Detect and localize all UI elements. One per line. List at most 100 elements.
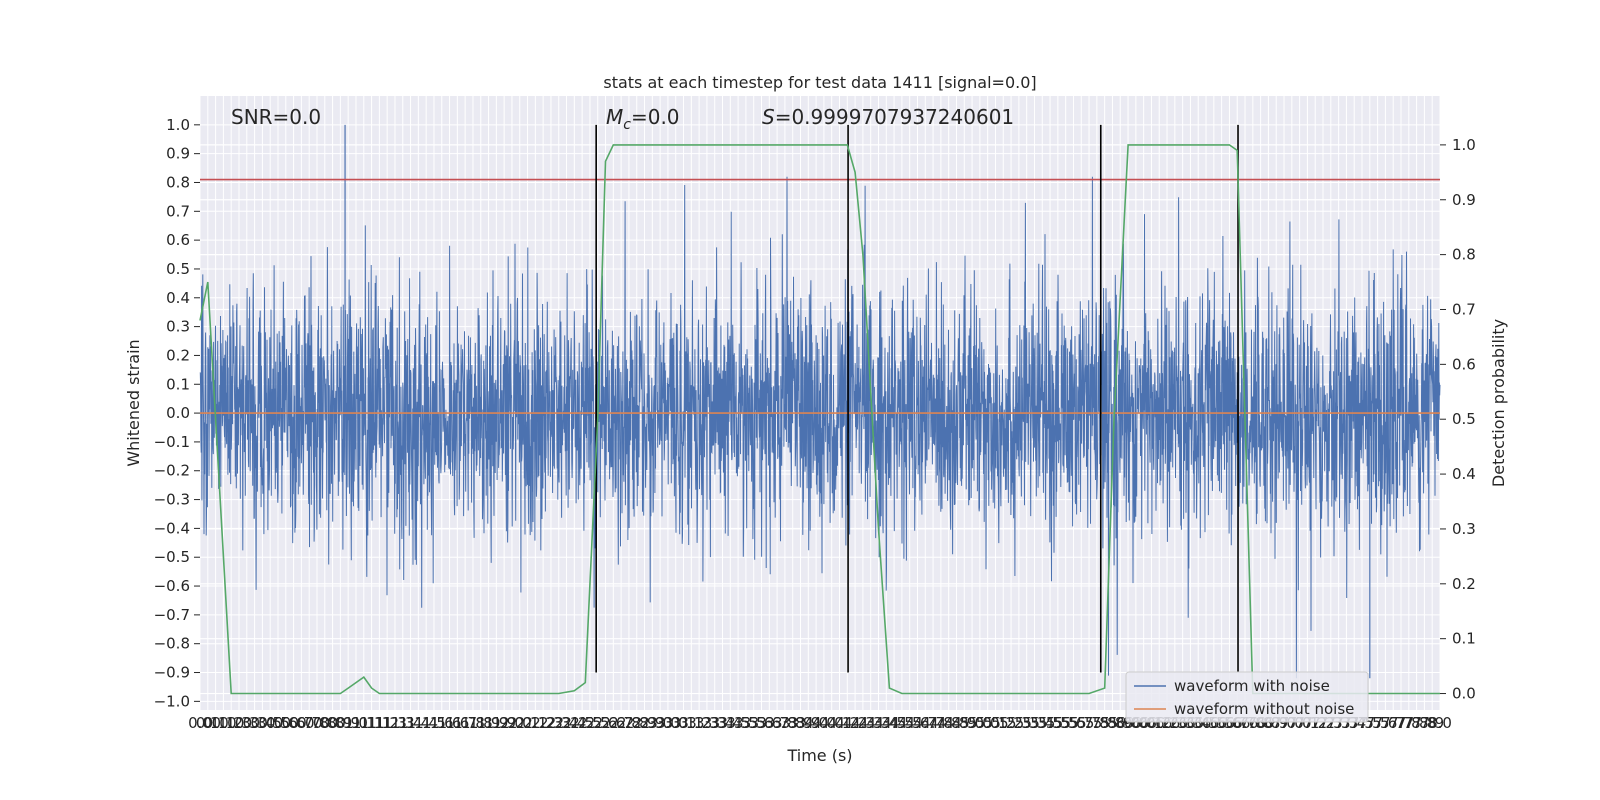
chirp-mass-symbol: M <box>606 105 623 129</box>
x-tick-label: 1.8 <box>469 714 493 732</box>
x-tick-label: 3.8 <box>781 714 805 732</box>
x-tick-label: 3.0 <box>664 714 688 732</box>
right-y-axis: 1.0 0.9 0.8 0.7 0.6 0.5 0.4 0.3 0.2 0.1 0.0 <box>1440 136 1476 703</box>
x-tick-label: 7.8 <box>1397 714 1421 732</box>
x-tick-label: 7.7 <box>1381 714 1405 732</box>
y-tick-label: 0.4 <box>166 289 190 307</box>
y-tick-label: 0.0 <box>166 404 190 422</box>
y-tick-label: 0.7 <box>166 202 190 220</box>
right-y-tick-label: 0.9 <box>1452 191 1476 209</box>
y-tick-label: −0.3 <box>154 491 190 509</box>
chirp-mass-value: =0.0 <box>631 105 680 129</box>
x-tick-label: 0.0 <box>188 714 212 732</box>
x-tick-label: 5.7 <box>1069 714 1093 732</box>
y-tick-label: −0.9 <box>154 664 190 682</box>
x-tick-label: 2.5 <box>586 714 610 732</box>
x-tick-label: 1.6 <box>430 714 454 732</box>
x-tick-label: 1.5 <box>422 714 446 732</box>
y-tick-label: 0.5 <box>166 260 190 278</box>
y-tick-label: −1.0 <box>154 692 190 710</box>
x-tick-label: 4.1 <box>828 714 852 732</box>
x-tick-label: 5.5 <box>1038 714 1062 732</box>
x-tick-label: 3.3 <box>695 714 719 732</box>
x-tick-label: 1.4 <box>399 714 423 732</box>
x-tick-label: 2.3 <box>547 714 571 732</box>
x-tick-label: 8.0 <box>1428 714 1452 732</box>
right-y-tick-label: 0.3 <box>1452 520 1476 538</box>
x-tick-label: 4.5 <box>890 714 914 732</box>
x-tick-label: 1.3 <box>383 714 407 732</box>
x-tick-label: 0.7 <box>289 714 313 732</box>
x-tick-label: 2.4 <box>555 714 579 732</box>
x-tick-label: 3.3 <box>703 714 727 732</box>
chirp-mass-subscript: c <box>623 117 631 133</box>
x-tick-label: 2.6 <box>601 714 625 732</box>
x-tick-label: 2.4 <box>562 714 586 732</box>
right-y-tick-label: 0.8 <box>1452 246 1476 264</box>
x-tick-label: 1.2 <box>375 714 399 732</box>
x-tick-label: 5.8 <box>1101 714 1125 732</box>
y-tick-label: −0.5 <box>154 548 190 566</box>
x-tick-label: 0.9 <box>336 714 360 732</box>
x-tick-label: 0.4 <box>250 714 274 732</box>
x-tick-label: 4.0 <box>804 714 828 732</box>
y-tick-label: 0.8 <box>166 173 190 191</box>
x-tick-label: 1.3 <box>391 714 415 732</box>
x-tick-label: 3.4 <box>718 714 742 732</box>
y-tick-label: 0.2 <box>166 346 190 364</box>
x-tick-label: 0.6 <box>282 714 306 732</box>
x-tick-label: 2.1 <box>516 714 540 732</box>
x-tick-label: 0.8 <box>321 714 345 732</box>
x-tick-label: 1.9 <box>492 714 516 732</box>
x-tick-label: 4.2 <box>843 714 867 732</box>
x-tick-label: 3.1 <box>672 714 696 732</box>
x-tick-label: 2.9 <box>633 714 657 732</box>
x-tick-label: 5.4 <box>1030 714 1054 732</box>
x-tick-label: 5.2 <box>991 714 1015 732</box>
x-tick-label: 5.3 <box>1007 714 1031 732</box>
x-tick-label: 0.8 <box>305 714 329 732</box>
x-tick-label: 5.3 <box>1015 714 1039 732</box>
x-tick-label: 0.3 <box>243 714 267 732</box>
x-tick-label: 0.8 <box>313 714 337 732</box>
x-tick-label: 3.5 <box>734 714 758 732</box>
x-tick-label: 2.8 <box>617 714 641 732</box>
x-tick-label: 2.5 <box>570 714 594 732</box>
x-tick-label: 3.9 <box>789 714 813 732</box>
detection-boundaries <box>595 124 1239 673</box>
x-tick-label: 1.9 <box>477 714 501 732</box>
x-tick-label: 1.1 <box>367 714 391 732</box>
legend-label-waveform-without-noise: waveform without noise <box>1174 700 1354 718</box>
right-y-tick-label: 0.1 <box>1452 630 1476 648</box>
y-tick-label: −0.6 <box>154 577 190 595</box>
legend-label-waveform-with-noise: waveform with noise <box>1174 677 1330 695</box>
x-tick-label: 5.7 <box>1077 714 1101 732</box>
x-tick-label: 3.2 <box>687 714 711 732</box>
left-y-axis: 1.0 0.9 0.8 0.7 0.6 0.5 0.4 0.3 0.2 0.1 0.0 −0.1 −0.… <box>154 116 200 710</box>
x-tick-label: 7.7 <box>1389 714 1413 732</box>
x-tick-label: 2.0 <box>508 714 532 732</box>
series-waveform-with-noise <box>199 124 1441 679</box>
x-tick-label: 2.3 <box>539 714 563 732</box>
x-tick-label: 4.3 <box>859 714 883 732</box>
x-axis-label: Time (s) <box>786 746 852 765</box>
x-tick-label: 2.8 <box>625 714 649 732</box>
right-y-tick-label: 0.4 <box>1452 465 1476 483</box>
x-tick-label: 5.6 <box>1062 714 1086 732</box>
right-y-tick-label: 0.5 <box>1452 410 1476 428</box>
y-tick-label: 0.3 <box>166 318 190 336</box>
y-tick-label: −0.7 <box>154 606 190 624</box>
x-tick-label: 4.6 <box>906 714 930 732</box>
x-tick-label: 5.3 <box>1023 714 1047 732</box>
detection-statistic-annotation: S=0.9999707937240601 <box>762 105 1014 129</box>
statistic-value: =0.9999707937240601 <box>775 105 1014 129</box>
x-tick-label: 1.8 <box>461 714 485 732</box>
x-tick-label: 4.3 <box>867 714 891 732</box>
x-tick-label: 1.9 <box>484 714 508 732</box>
x-tick-label: 0.1 <box>204 714 228 732</box>
y-axis-label: Whitened strain <box>124 339 143 466</box>
chart-title: stats at each timestep for test data 141… <box>603 73 1036 92</box>
x-tick-label: 1.6 <box>445 714 469 732</box>
x-tick-label: 0.1 <box>196 714 220 732</box>
x-tick-label: 4.5 <box>882 714 906 732</box>
